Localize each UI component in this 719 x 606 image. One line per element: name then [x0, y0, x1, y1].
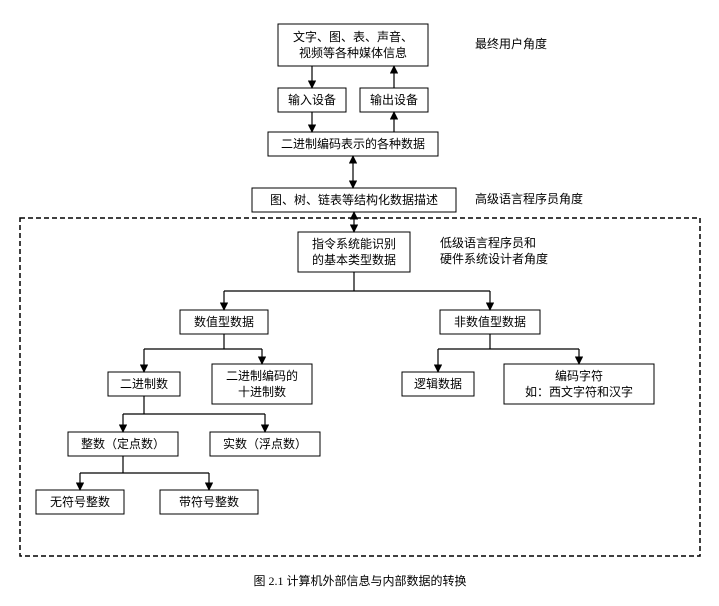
node-label2-charset: 如：西文字符和汉字	[525, 384, 633, 399]
node-label-signed: 带符号整数	[179, 494, 239, 509]
node-label2-basic_types: 的基本类型数据	[312, 252, 396, 267]
edges-layer	[80, 66, 579, 490]
node-label1-bcd: 二进制编码的	[226, 368, 298, 383]
node-label-logic: 逻辑数据	[414, 376, 462, 391]
annotation-end-user: 最终用户角度	[475, 36, 547, 51]
node-label-integer: 整数（定点数）	[81, 436, 165, 451]
node-label1-charset: 编码字符	[555, 368, 603, 383]
node-label-binary_data: 二进制编码表示的各种数据	[281, 136, 425, 151]
figure-caption: 图 2.1 计算机外部信息与内部数据的转换	[253, 573, 466, 588]
node-label1-basic_types: 指令系统能识别	[312, 236, 396, 251]
annotation-lll-line2: 硬件系统设计者角度	[440, 251, 548, 266]
node-label-numeric: 数值型数据	[194, 314, 254, 329]
node-label-struct_data: 图、树、链表等结构化数据描述	[270, 192, 438, 207]
nodes-layer: 文字、图、表、声音、视频等各种媒体信息输入设备 输出设备二进制编码表示的各种数据图…	[36, 24, 654, 514]
node-label-binary_num: 二进制数	[120, 376, 168, 391]
node-label2-media: 视频等各种媒体信息	[299, 45, 407, 60]
node-label-input_dev: 输入设备	[288, 92, 336, 107]
node-label-output_dev: 输出设备	[370, 92, 418, 107]
flowchart-canvas: 文字、图、表、声音、视频等各种媒体信息输入设备输出设备二进制编码表示的各种数据图…	[0, 0, 719, 606]
node-label-unsigned: 无符号整数	[50, 494, 110, 509]
node-label1-media: 文字、图、表、声音、	[293, 29, 413, 44]
node-label-real: 实数（浮点数）	[223, 436, 307, 451]
annotation-hll-programmer: 高级语言程序员角度	[475, 191, 583, 206]
node-label-nonnumeric: 非数值型数据	[454, 314, 526, 329]
annotation-lll-line1: 低级语言程序员和	[440, 235, 536, 250]
node-label2-bcd: 十进制数	[238, 384, 286, 399]
